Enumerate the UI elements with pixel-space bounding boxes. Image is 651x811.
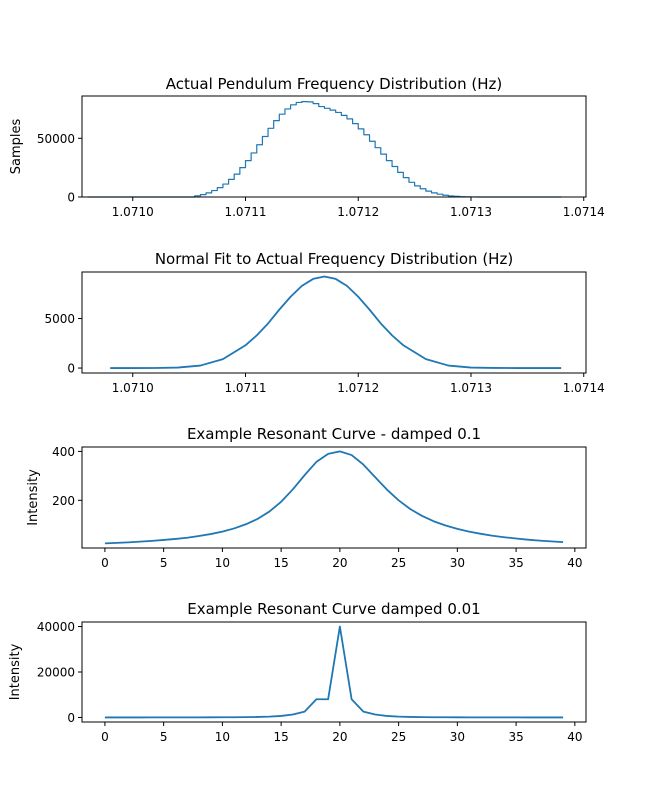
x-tick-label: 1.0713 xyxy=(450,381,492,395)
y-tick-label: 20000 xyxy=(37,666,75,680)
y-tick-label: 0 xyxy=(67,362,75,376)
x-tick-label: 20 xyxy=(332,556,347,570)
x-tick-label: 40 xyxy=(567,556,582,570)
x-tick-label: 0 xyxy=(101,730,109,744)
chart-title: Example Resonant Curve damped 0.01 xyxy=(187,600,480,618)
subplot-resonant-damped-0.1: Example Resonant Curve - damped 0.1 Inten… xyxy=(26,425,587,570)
x-tick-label: 1.0714 xyxy=(563,381,605,395)
y-axis-label: Samples xyxy=(9,119,24,175)
y-tick-label: 40000 xyxy=(37,620,75,634)
x-tick-label: 1.0710 xyxy=(112,381,154,395)
x-tick-label: 1.0713 xyxy=(450,205,492,219)
chart-title: Example Resonant Curve - damped 0.1 xyxy=(187,425,481,443)
x-tick-label: 10 xyxy=(215,556,230,570)
x-tick-label: 1.0711 xyxy=(224,381,266,395)
series-line xyxy=(87,101,562,198)
series-line xyxy=(104,625,564,719)
y-tick-label: 50000 xyxy=(37,132,75,146)
x-tick-label: 0 xyxy=(101,556,109,570)
series-line xyxy=(110,275,562,369)
y-tick-label: 0 xyxy=(67,711,75,725)
axes-frame xyxy=(81,446,587,549)
x-tick-label: 15 xyxy=(273,730,288,744)
subplot-resonant-damped-0.01: Example Resonant Curve damped 0.01 Intens… xyxy=(8,600,587,744)
x-tick-label: 1.0712 xyxy=(337,205,379,219)
y-tick-label: 0 xyxy=(67,191,75,205)
x-tick-label: 1.0712 xyxy=(337,381,379,395)
x-tick-label: 1.0711 xyxy=(224,205,266,219)
x-tick-label: 40 xyxy=(567,730,582,744)
subplot-frequency-histogram: Actual Pendulum Frequency Distribution (… xyxy=(9,75,605,219)
chart-title: Normal Fit to Actual Frequency Distribut… xyxy=(155,250,513,268)
x-tick-label: 5 xyxy=(160,730,168,744)
x-tick-label: 30 xyxy=(450,730,465,744)
x-tick-label: 25 xyxy=(391,556,406,570)
y-axis-label: Intensity xyxy=(8,643,23,700)
axes-frame xyxy=(81,621,587,723)
x-tick-label: 5 xyxy=(160,556,168,570)
axes-frame xyxy=(81,271,587,374)
x-tick-label: 25 xyxy=(391,730,406,744)
y-axis-label: Intensity xyxy=(26,469,41,526)
axes-frame xyxy=(81,95,587,198)
x-tick-label: 15 xyxy=(273,556,288,570)
y-tick-label: 400 xyxy=(52,445,75,459)
x-tick-label: 35 xyxy=(508,730,523,744)
x-tick-label: 1.0714 xyxy=(563,205,605,219)
y-tick-label: 200 xyxy=(52,494,75,508)
x-tick-label: 30 xyxy=(450,556,465,570)
x-tick-label: 20 xyxy=(332,730,347,744)
x-tick-label: 35 xyxy=(508,556,523,570)
subplot-normal-fit: Normal Fit to Actual Frequency Distribut… xyxy=(44,250,604,395)
chart-title: Actual Pendulum Frequency Distribution (… xyxy=(166,75,502,93)
y-tick-label: 5000 xyxy=(44,312,75,326)
x-tick-label: 10 xyxy=(215,730,230,744)
series-line xyxy=(104,450,564,545)
x-tick-label: 1.0710 xyxy=(112,205,154,219)
